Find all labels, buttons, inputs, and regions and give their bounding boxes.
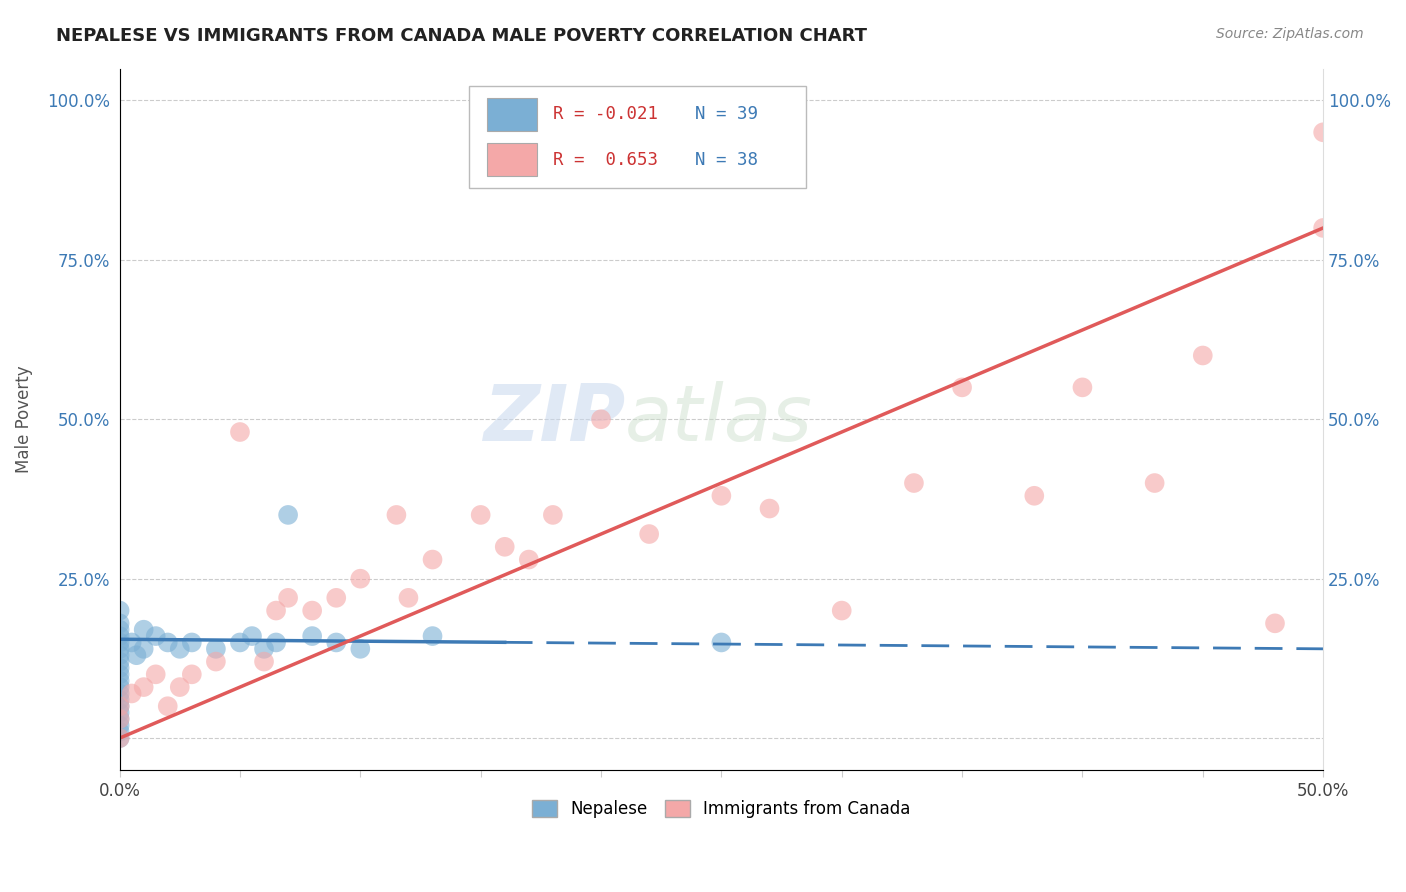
Point [108,706,131,720]
Text: NEPALESE VS IMMIGRANTS FROM CANADA MALE POVERTY CORRELATION CHART: NEPALESE VS IMMIGRANTS FROM CANADA MALE … [56,27,868,45]
Point [121,635,143,649]
Point [349,572,371,586]
Point [108,680,131,694]
Point [108,641,131,656]
Point [132,641,155,656]
Point [349,641,371,656]
Point [494,540,516,554]
Point [638,527,661,541]
Point [108,731,131,745]
Point [108,629,131,643]
Text: R = -0.021: R = -0.021 [553,105,658,123]
Point [253,641,276,656]
Point [422,629,444,643]
Point [301,629,323,643]
Point [1071,380,1094,394]
Point [325,635,347,649]
Point [132,623,155,637]
Point [108,712,131,726]
Point [108,603,131,617]
Point [325,591,347,605]
Point [108,731,131,745]
Point [108,686,131,700]
Point [108,699,131,714]
FancyBboxPatch shape [486,97,537,131]
Point [589,412,612,426]
Point [1312,221,1334,235]
Point [950,380,973,394]
FancyBboxPatch shape [486,143,537,177]
Point [108,623,131,637]
Point [398,591,420,605]
Point [180,635,202,649]
Point [156,635,179,649]
Point [156,699,179,714]
Text: Source: ZipAtlas.com: Source: ZipAtlas.com [1216,27,1364,41]
Point [108,667,131,681]
Text: N = 38: N = 38 [695,151,758,169]
Point [277,508,299,522]
Point [108,693,131,707]
Text: ZIP: ZIP [482,381,626,458]
Point [108,616,131,631]
Point [145,629,167,643]
Point [385,508,408,522]
Point [831,603,853,617]
Text: R =  0.653: R = 0.653 [553,151,658,169]
Point [108,712,131,726]
Point [180,667,202,681]
Point [470,508,492,522]
Point [108,699,131,714]
Point [121,686,143,700]
Text: N = 39: N = 39 [695,105,758,123]
Y-axis label: Male Poverty: Male Poverty [15,366,32,473]
Point [1024,489,1046,503]
Point [108,673,131,688]
Point [108,655,131,669]
Point [125,648,148,663]
Text: atlas: atlas [626,381,813,458]
Point [277,591,299,605]
FancyBboxPatch shape [468,86,806,188]
Point [169,641,191,656]
Point [517,552,540,566]
Point [132,680,155,694]
Legend: Nepalese, Immigrants from Canada: Nepalese, Immigrants from Canada [526,793,917,825]
Point [541,508,564,522]
Point [422,552,444,566]
Point [205,641,228,656]
Point [145,667,167,681]
Point [301,603,323,617]
Point [264,603,287,617]
Point [1264,616,1286,631]
Point [229,425,252,439]
Point [240,629,263,643]
Point [108,661,131,675]
Point [108,648,131,663]
Point [108,718,131,732]
Point [710,489,733,503]
Point [205,655,228,669]
Point [108,724,131,739]
Point [253,655,276,669]
Point [1191,349,1213,363]
Point [229,635,252,649]
Point [758,501,780,516]
Point [108,635,131,649]
Point [1143,476,1166,491]
Point [710,635,733,649]
Point [264,635,287,649]
Point [1312,125,1334,139]
Point [169,680,191,694]
Point [903,476,925,491]
